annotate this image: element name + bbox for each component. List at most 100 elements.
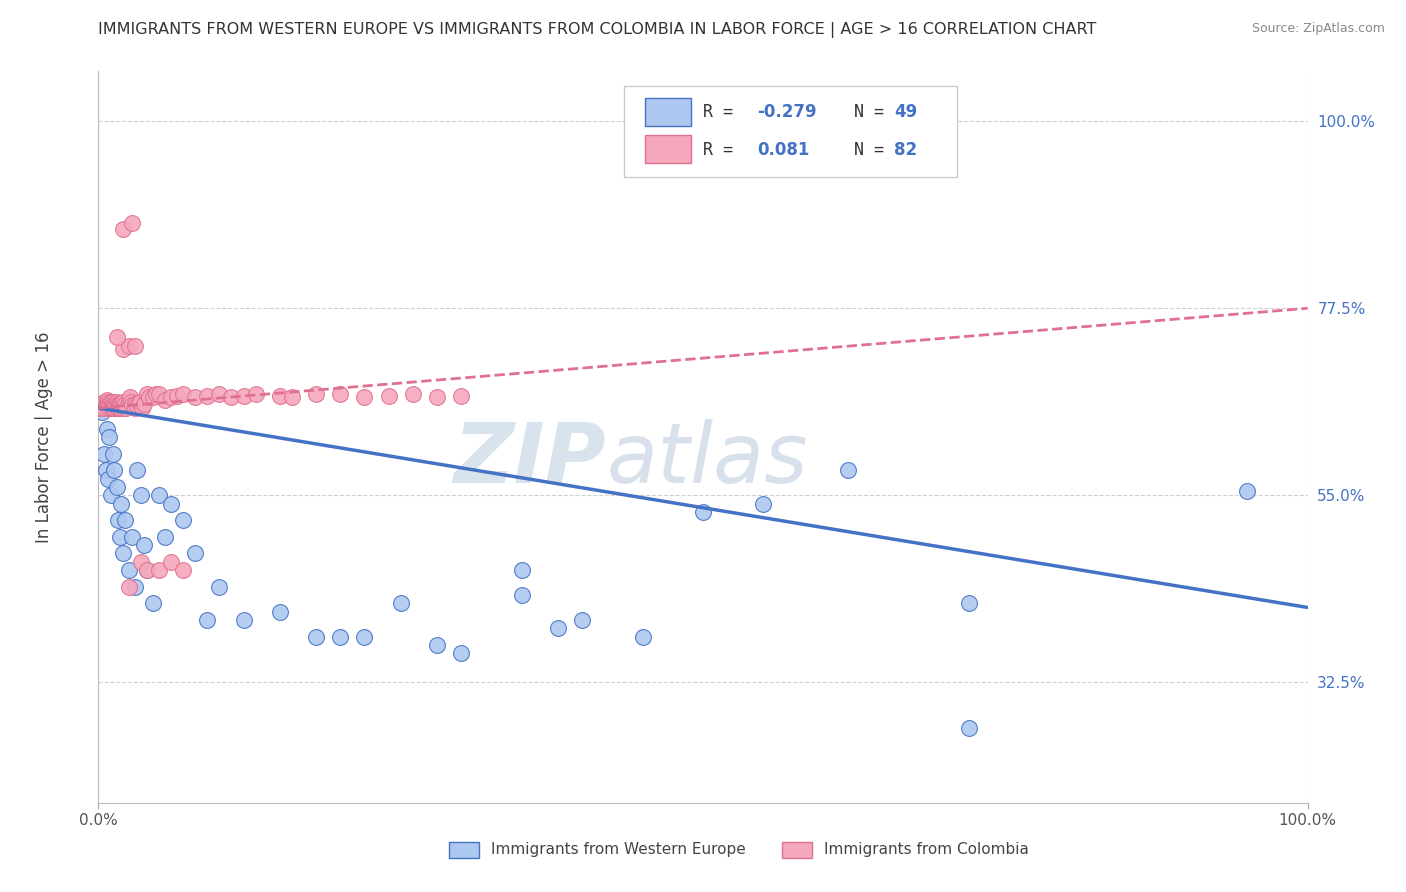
Point [153,392,176,407]
Point [118,580,141,594]
Point [305,630,328,644]
Point [402,387,425,401]
Point [232,388,254,402]
Text: R =: R = [703,103,742,121]
Point [120,395,142,409]
Point [100,395,122,409]
Point [184,390,207,404]
Point [121,216,143,230]
Point [105,401,128,415]
Point [281,390,304,404]
Point [108,530,131,544]
Point [510,563,533,577]
Point [103,401,125,415]
Point [184,546,207,560]
Point [426,638,449,652]
Point [208,387,231,401]
Point [96,392,118,407]
Point [329,387,352,401]
Point [114,513,136,527]
Point [91,397,114,411]
Text: R =: R = [703,141,742,159]
Point [91,405,114,419]
Point [353,390,375,404]
Point [93,447,115,461]
Point [148,488,170,502]
FancyBboxPatch shape [645,135,690,163]
Point [107,401,129,415]
Point [98,430,121,444]
Point [124,338,146,352]
Text: In Labor Force | Age > 16: In Labor Force | Age > 16 [35,331,53,543]
Point [124,580,146,594]
Point [510,588,533,602]
Point [172,563,194,577]
Text: IMMIGRANTS FROM WESTERN EUROPE VS IMMIGRANTS FROM COLOMBIA IN LABOR FORCE | AGE : IMMIGRANTS FROM WESTERN EUROPE VS IMMIGR… [98,22,1097,38]
Point [108,401,131,415]
FancyBboxPatch shape [782,841,811,858]
Point [426,390,449,404]
Point [115,401,138,415]
Point [166,388,188,402]
Point [145,387,167,401]
Point [134,538,156,552]
Point [105,395,128,409]
Point [129,555,152,569]
Point [138,390,160,404]
Point [100,488,122,502]
Point [1236,484,1258,499]
Point [128,397,150,411]
Point [98,397,121,411]
Point [232,613,254,627]
Point [148,387,170,401]
Point [101,401,124,415]
Point [96,399,118,413]
Point [269,605,291,619]
Point [107,397,129,411]
Point [957,721,980,735]
Point [160,497,183,511]
Point [172,387,194,401]
Text: ZIP: ZIP [454,418,606,500]
Text: 49: 49 [894,103,917,121]
Point [135,387,157,401]
Point [195,388,218,402]
Point [97,395,120,409]
Point [148,563,170,577]
Point [111,401,134,415]
Point [107,513,129,527]
Point [142,596,165,610]
Point [571,613,593,627]
Point [208,580,231,594]
Point [172,513,194,527]
Point [90,401,112,415]
Point [100,401,122,415]
Point [142,390,165,404]
Point [104,399,127,413]
Text: Immigrants from Colombia: Immigrants from Colombia [824,842,1029,857]
Text: Source: ZipAtlas.com: Source: ZipAtlas.com [1251,22,1385,36]
Point [93,401,115,415]
Point [101,395,124,409]
Point [153,530,176,544]
Point [160,390,183,404]
Text: Immigrants from Western Europe: Immigrants from Western Europe [492,842,747,857]
Point [110,399,132,413]
Point [103,397,125,411]
Text: 82: 82 [894,141,917,159]
Point [129,488,152,502]
Point [91,399,114,413]
Point [305,387,328,401]
FancyBboxPatch shape [624,86,957,178]
Point [89,401,111,415]
Point [114,397,136,411]
Point [134,397,156,411]
Text: atlas: atlas [606,418,808,500]
Text: N =: N = [834,103,894,121]
Point [269,388,291,402]
Point [97,401,120,415]
Point [108,397,131,411]
FancyBboxPatch shape [449,841,479,858]
Point [111,342,134,356]
Point [160,555,183,569]
